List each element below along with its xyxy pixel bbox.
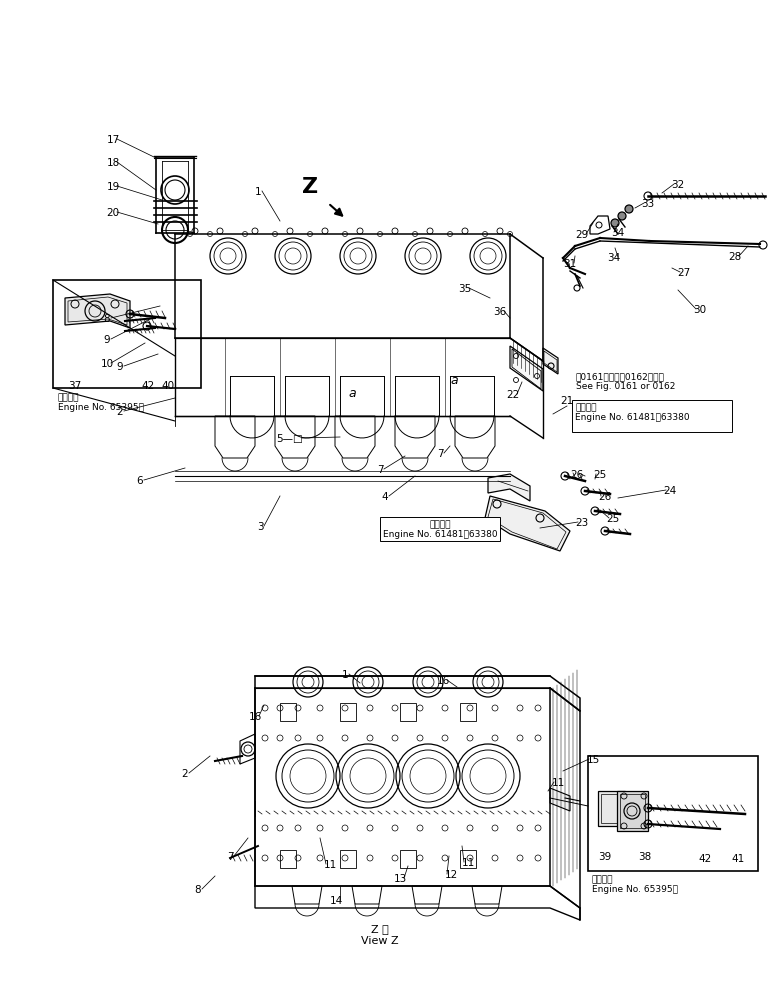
Circle shape — [618, 213, 626, 221]
Text: 適用号機
Engine No. 65395～: 適用号機 Engine No. 65395～ — [58, 392, 144, 412]
Text: 11: 11 — [551, 777, 564, 787]
Text: 41: 41 — [731, 853, 744, 863]
Text: 36: 36 — [493, 307, 506, 317]
Text: 11: 11 — [461, 857, 475, 867]
Text: 8: 8 — [104, 314, 111, 323]
Bar — [460, 850, 476, 868]
Polygon shape — [598, 791, 625, 826]
Text: 適用号機
Engine No. 61481～63380: 適用号機 Engine No. 61481～63380 — [575, 402, 690, 422]
Polygon shape — [617, 791, 648, 831]
Text: 26: 26 — [598, 491, 611, 502]
Text: 32: 32 — [672, 179, 685, 190]
Bar — [400, 703, 416, 722]
Text: 33: 33 — [642, 199, 655, 209]
Polygon shape — [485, 497, 570, 551]
Text: 24: 24 — [663, 485, 676, 496]
Text: 7: 7 — [226, 851, 233, 861]
Text: a: a — [348, 387, 356, 400]
Text: Z 矢
View Z: Z 矢 View Z — [361, 923, 399, 945]
Text: 3: 3 — [257, 522, 264, 531]
Text: 1: 1 — [342, 669, 349, 679]
Text: 29: 29 — [575, 230, 588, 240]
Text: 42: 42 — [698, 853, 712, 863]
Text: 18: 18 — [107, 158, 120, 168]
Text: 9: 9 — [117, 362, 124, 372]
Text: 適用号機
Engine No. 65395～: 適用号機 Engine No. 65395～ — [592, 875, 678, 893]
Text: 25: 25 — [594, 469, 607, 479]
Text: 38: 38 — [638, 851, 652, 861]
Text: 13: 13 — [393, 874, 407, 883]
Text: 前0161図または0162図参照
See Fig. 0161 or 0162: 前0161図または0162図参照 See Fig. 0161 or 0162 — [576, 372, 676, 391]
Circle shape — [611, 220, 619, 228]
Polygon shape — [550, 788, 570, 811]
Text: 15: 15 — [587, 754, 600, 764]
Polygon shape — [488, 474, 530, 502]
Text: 21: 21 — [560, 395, 574, 405]
Text: 42: 42 — [141, 381, 155, 390]
Text: 7: 7 — [437, 449, 443, 458]
Text: 12: 12 — [444, 869, 458, 880]
Bar — [280, 850, 296, 868]
Text: 17: 17 — [107, 135, 120, 145]
Bar — [340, 850, 356, 868]
Text: 35: 35 — [458, 284, 472, 294]
Text: 7: 7 — [376, 464, 383, 474]
Text: Z: Z — [302, 176, 318, 197]
Text: 34: 34 — [611, 228, 625, 238]
Text: 4: 4 — [382, 491, 388, 502]
Polygon shape — [65, 295, 130, 328]
Text: 11: 11 — [323, 859, 336, 869]
Text: 27: 27 — [677, 268, 690, 278]
Text: 39: 39 — [598, 851, 611, 861]
Bar — [340, 703, 356, 722]
Bar — [280, 703, 296, 722]
Text: 16: 16 — [437, 675, 450, 685]
Text: 8: 8 — [195, 884, 201, 894]
Text: 2: 2 — [182, 768, 189, 778]
Text: 9: 9 — [104, 334, 111, 345]
Text: 30: 30 — [693, 305, 707, 315]
Bar — [572, 400, 732, 433]
Text: 16: 16 — [248, 711, 261, 722]
Text: 5—□: 5—□ — [277, 434, 303, 444]
Text: 1: 1 — [254, 186, 261, 197]
Text: 20: 20 — [107, 208, 120, 218]
Text: 10: 10 — [100, 359, 114, 369]
Text: 23: 23 — [575, 518, 588, 528]
Bar — [588, 756, 758, 871]
Bar — [460, 703, 476, 722]
Text: 26: 26 — [570, 469, 584, 479]
Bar — [400, 850, 416, 868]
Text: 31: 31 — [564, 258, 577, 269]
Text: 19: 19 — [107, 181, 120, 192]
Bar — [53, 281, 201, 388]
Text: 37: 37 — [68, 381, 81, 390]
Text: 2: 2 — [117, 406, 124, 416]
Text: 40: 40 — [162, 381, 175, 390]
Text: 34: 34 — [608, 252, 621, 262]
Text: 適用号機
Engine No. 61481～63380: 適用号機 Engine No. 61481～63380 — [383, 520, 497, 539]
Text: 28: 28 — [728, 251, 741, 261]
Text: 25: 25 — [606, 514, 620, 524]
Polygon shape — [510, 347, 543, 391]
Text: 6: 6 — [137, 475, 143, 485]
Text: a: a — [450, 374, 458, 387]
Text: 14: 14 — [329, 895, 342, 905]
Circle shape — [625, 206, 633, 214]
Text: 22: 22 — [506, 389, 519, 399]
Polygon shape — [543, 349, 558, 375]
